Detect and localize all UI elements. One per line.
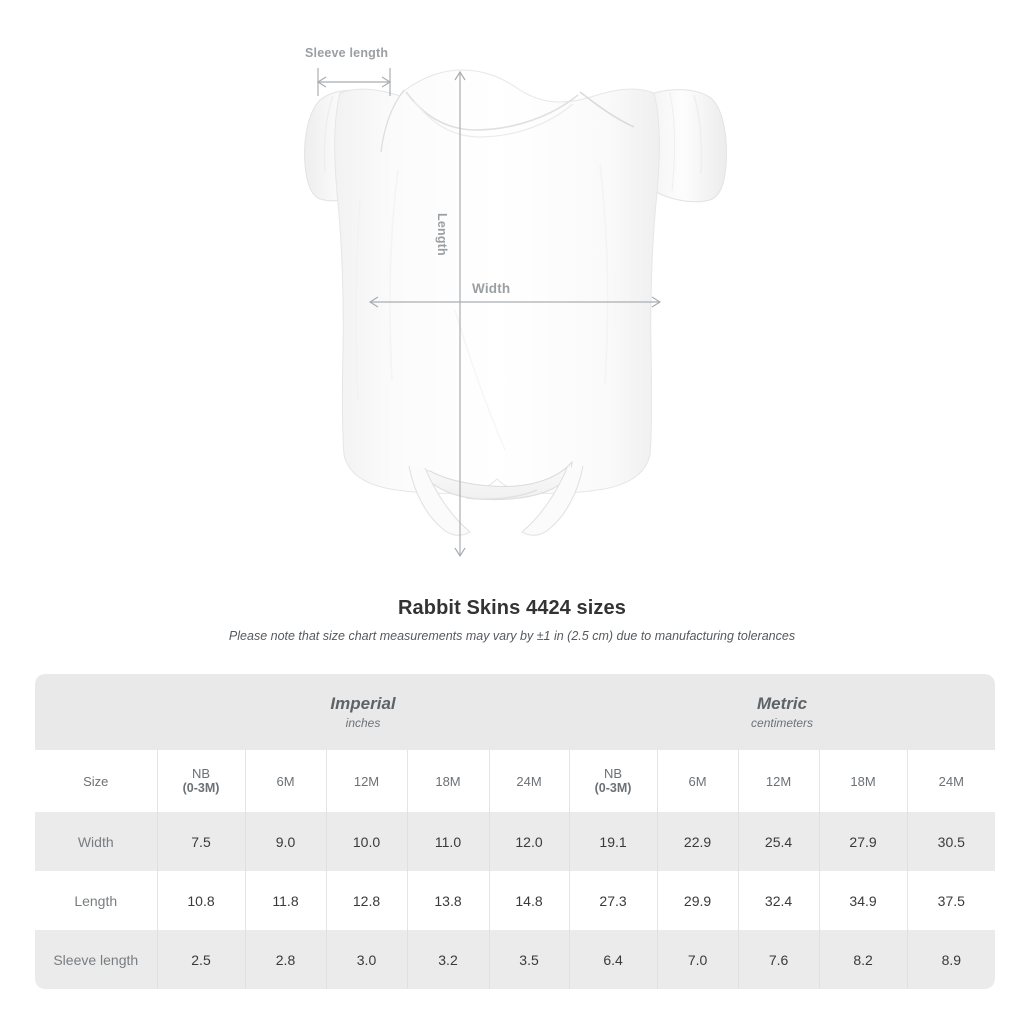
row-label-length: Length [35, 871, 157, 930]
cell-length-metric-18m: 34.9 [818, 871, 908, 930]
cell-length-metric-24m: 37.5 [906, 871, 996, 930]
page-title: Rabbit Skins 4424 sizes [398, 597, 626, 619]
size-label: 18M [435, 773, 461, 789]
size-col-header-imperial-nb: NB (0-3M) [156, 750, 245, 812]
width-arrow [368, 296, 662, 308]
metric-label: Metric [757, 694, 808, 713]
row-label-sleeve-length: Sleeve length [35, 930, 157, 989]
cell-width-imperial-nb: 7.5 [156, 812, 245, 871]
cell-sleeve-imperial-18m: 3.2 [406, 930, 489, 989]
cell-width-metric-nb: 19.1 [568, 812, 658, 871]
cell-sleeve-metric-6m: 7.0 [656, 930, 739, 989]
imperial-sublabel: inches [345, 716, 381, 730]
size-chart-table: Imperial inches Metric centimeters Size … [35, 674, 996, 989]
cell-width-metric-24m: 30.5 [906, 812, 996, 871]
table-row-length: Length 10.8 11.8 12.8 13.8 14.8 27.3 29.… [35, 871, 996, 930]
size-label: 6M [276, 773, 295, 789]
cell-sleeve-metric-24m: 8.9 [906, 930, 996, 989]
size-col-header-metric-6m: 6M [656, 750, 739, 812]
row-label-width: Width [35, 812, 157, 871]
size-label: NB [191, 766, 211, 781]
table-row-sleeve-length: Sleeve length 2.5 2.8 3.0 3.2 3.5 6.4 7.… [35, 930, 996, 989]
cell-sleeve-imperial-6m: 2.8 [244, 930, 326, 989]
size-sublabel: (0-3M) [182, 781, 220, 795]
cell-length-imperial-nb: 10.8 [156, 871, 245, 930]
title-block: Rabbit Skins 4424 sizes Please note that… [0, 595, 1024, 644]
table-row-width: Width 7.5 9.0 10.0 11.0 12.0 19.1 22.9 2… [35, 812, 996, 871]
size-col-header-metric-24m: 24M [906, 750, 996, 812]
bodysuit-body [334, 69, 660, 536]
metric-sublabel: centimeters [751, 716, 814, 730]
cell-sleeve-imperial-12m: 3.0 [325, 930, 407, 989]
size-label: 6M [688, 773, 707, 789]
cell-sleeve-metric-12m: 7.6 [737, 930, 820, 989]
cell-sleeve-imperial-24m: 3.5 [488, 930, 570, 989]
size-sublabel: (0-3M) [594, 781, 632, 795]
size-chart-table-wrapper: Imperial inches Metric centimeters Size … [35, 674, 996, 989]
cell-length-metric-nb: 27.3 [568, 871, 658, 930]
size-col-header-metric-18m: 18M [818, 750, 908, 812]
cell-length-metric-6m: 29.9 [656, 871, 739, 930]
size-label: 12M [353, 773, 380, 789]
cell-width-metric-6m: 22.9 [656, 812, 739, 871]
cell-length-imperial-6m: 11.8 [244, 871, 326, 930]
units-spacer-cell [35, 674, 157, 750]
garment-illustration: Sleeve length Width Length [304, 46, 727, 558]
cell-width-imperial-6m: 9.0 [244, 812, 326, 871]
size-header-cell: Size [35, 750, 157, 812]
size-label: 12M [765, 773, 792, 789]
size-col-header-imperial-12m: 12M [325, 750, 407, 812]
size-col-header-metric-12m: 12M [737, 750, 820, 812]
size-label: 24M [938, 773, 964, 789]
size-label: 24M [516, 773, 542, 789]
cell-length-imperial-12m: 12.8 [325, 871, 407, 930]
metric-header-cell: Metric centimeters [569, 674, 996, 750]
units-header-row: Imperial inches Metric centimeters [35, 674, 996, 750]
size-col-header-imperial-18m: 18M [406, 750, 489, 812]
sleeve-length-annotation-label: Sleeve length [305, 46, 389, 60]
size-col-header-metric-nb: NB (0-3M) [568, 750, 658, 812]
length-annotation-label: Length [435, 213, 449, 256]
cell-sleeve-metric-18m: 8.2 [818, 930, 908, 989]
cell-width-metric-12m: 25.4 [737, 812, 820, 871]
length-arrow [454, 70, 466, 558]
cell-width-imperial-18m: 11.0 [406, 812, 489, 871]
sleeve-length-arrow [316, 68, 392, 96]
right-sleeve [646, 89, 727, 203]
cell-width-imperial-12m: 10.0 [325, 812, 407, 871]
onesie-diagram-svg [304, 68, 727, 558]
width-annotation-label: Width [472, 281, 511, 296]
tolerance-note: Please note that size chart measurements… [228, 629, 796, 643]
size-label: NB [604, 766, 623, 781]
cell-length-imperial-24m: 14.8 [488, 871, 570, 930]
size-col-header-imperial-6m: 6M [244, 750, 326, 812]
cell-width-metric-18m: 27.9 [818, 812, 908, 871]
cell-sleeve-metric-nb: 6.4 [568, 930, 658, 989]
cell-sleeve-imperial-nb: 2.5 [156, 930, 245, 989]
cell-width-imperial-24m: 12.0 [488, 812, 570, 871]
imperial-header-cell: Imperial inches [157, 674, 570, 750]
size-header-row: Size NB (0-3M) 6M 12M 18M 24M [35, 750, 996, 812]
size-col-header-imperial-24m: 24M [488, 750, 570, 812]
imperial-label: Imperial [330, 694, 396, 713]
cell-length-metric-12m: 32.4 [737, 871, 820, 930]
cell-length-imperial-18m: 13.8 [406, 871, 489, 930]
size-label: 18M [850, 773, 876, 789]
